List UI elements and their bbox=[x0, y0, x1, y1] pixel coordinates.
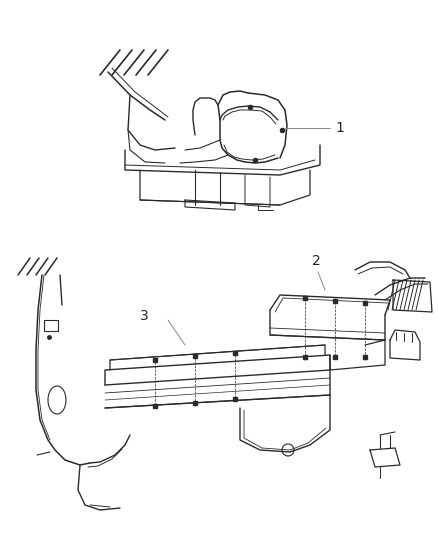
Bar bbox=[44, 320, 58, 331]
Text: 2: 2 bbox=[311, 254, 320, 268]
Text: 3: 3 bbox=[140, 309, 149, 323]
Text: 1: 1 bbox=[335, 121, 344, 135]
Ellipse shape bbox=[48, 386, 66, 414]
Circle shape bbox=[282, 444, 294, 456]
